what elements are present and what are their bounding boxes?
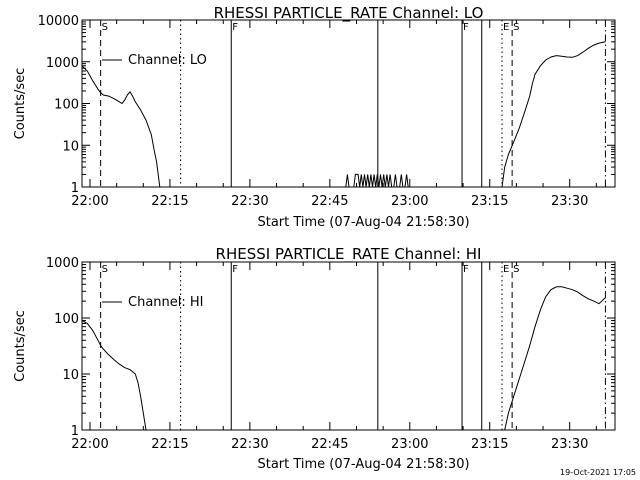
x-tick-label: 23:30 (551, 194, 588, 209)
y-axis-label: Counts/sec (13, 310, 28, 382)
chart-title: RHESSI PARTICLE_RATE Channel: HI (216, 245, 482, 264)
x-axis-label: Start Time (07-Aug-04 21:58:30) (257, 457, 469, 472)
x-tick-label: 22:30 (231, 194, 268, 209)
y-tick-label: 1000 (46, 256, 79, 271)
x-tick-label: 22:45 (311, 194, 348, 209)
timestamp: 19-Oct-2021 17:05 (560, 468, 636, 477)
x-tick-label: 23:00 (391, 437, 428, 452)
x-tick-label: 23:15 (471, 437, 508, 452)
legend-label: Channel: LO (128, 53, 207, 68)
x-tick-label: 22:15 (151, 194, 188, 209)
y-tick-label: 100 (54, 98, 79, 113)
plot-frame (81, 19, 616, 188)
legend-label: Channel: HI (128, 295, 204, 310)
marker-label: S (513, 264, 519, 275)
y-tick-label: 100 (54, 312, 79, 327)
y-axis-label: Counts/sec (13, 68, 28, 140)
y-tick-label: 10000 (38, 14, 79, 29)
chart-panel-1: RHESSI PARTICLE_RATE Channel: HI Start Ti… (13, 245, 616, 472)
y-tick-label: 1 (71, 181, 79, 196)
marker-label: F (232, 264, 238, 275)
chart-title: RHESSI PARTICLE_RATE Channel: LO (214, 4, 484, 23)
marker-label: F (232, 22, 238, 33)
y-tick-label: 1 (71, 424, 79, 439)
marker-label: F (463, 22, 469, 33)
x-axis-label: Start Time (07-Aug-04 21:58:30) (257, 215, 469, 230)
y-tick-label: 10 (62, 139, 79, 154)
marker-label: F (463, 264, 469, 275)
series-line-0 (81, 65, 161, 188)
x-tick-label: 22:00 (71, 194, 108, 209)
series-line-0 (81, 320, 147, 431)
series-line-2 (501, 41, 606, 188)
x-tick-label: 22:15 (151, 437, 188, 452)
x-tick-label: 23:30 (551, 437, 588, 452)
x-tick-label: 22:00 (71, 437, 108, 452)
marker-label: S (102, 264, 108, 275)
y-tick-label: 10 (62, 368, 79, 383)
marker-label: E (503, 22, 509, 33)
marker-label: E (503, 264, 509, 275)
series-line-1 (504, 286, 606, 431)
marker-label: S (102, 22, 108, 33)
x-tick-label: 23:15 (471, 194, 508, 209)
marker-label: S (513, 22, 519, 33)
plot-frame (81, 261, 616, 431)
x-tick-label: 22:30 (231, 437, 268, 452)
x-tick-label: 22:45 (311, 437, 348, 452)
y-tick-label: 1000 (46, 56, 79, 71)
series-line-1 (345, 173, 409, 188)
chart-panel-0: RHESSI PARTICLE_RATE Channel: LO Start Ti… (13, 4, 616, 230)
x-tick-label: 23:00 (391, 194, 428, 209)
